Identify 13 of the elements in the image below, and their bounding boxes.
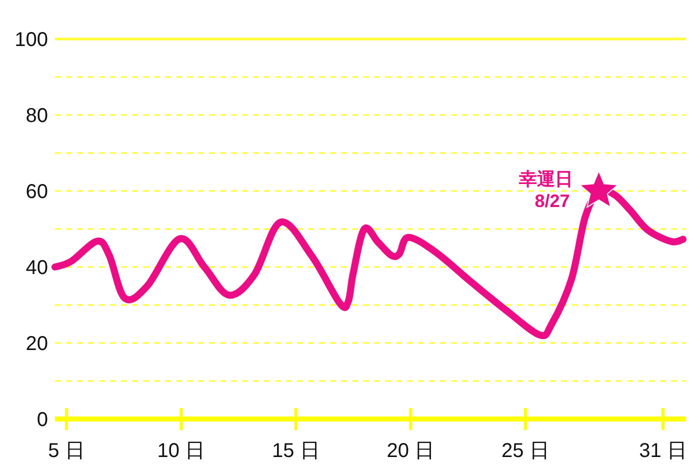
x-tick-label: 15 日 (272, 440, 320, 462)
x-tick-label: 5 日 (48, 440, 85, 462)
x-tick-label: 10 日 (157, 440, 206, 462)
x-tick-label: 31 日 (639, 440, 687, 462)
y-tick-label: 20 (26, 333, 48, 355)
y-tick-label: 100 (14, 29, 48, 51)
y-tick-label: 0 (36, 409, 48, 431)
y-tick-label: 40 (26, 257, 48, 279)
x-tick-label: 25 日 (501, 440, 550, 462)
y-tick-label: 60 (26, 181, 48, 203)
x-tick-label: 20 日 (386, 440, 435, 462)
annotation: 幸運日 8/27 (518, 169, 573, 211)
y-tick-label: 80 (26, 105, 48, 127)
